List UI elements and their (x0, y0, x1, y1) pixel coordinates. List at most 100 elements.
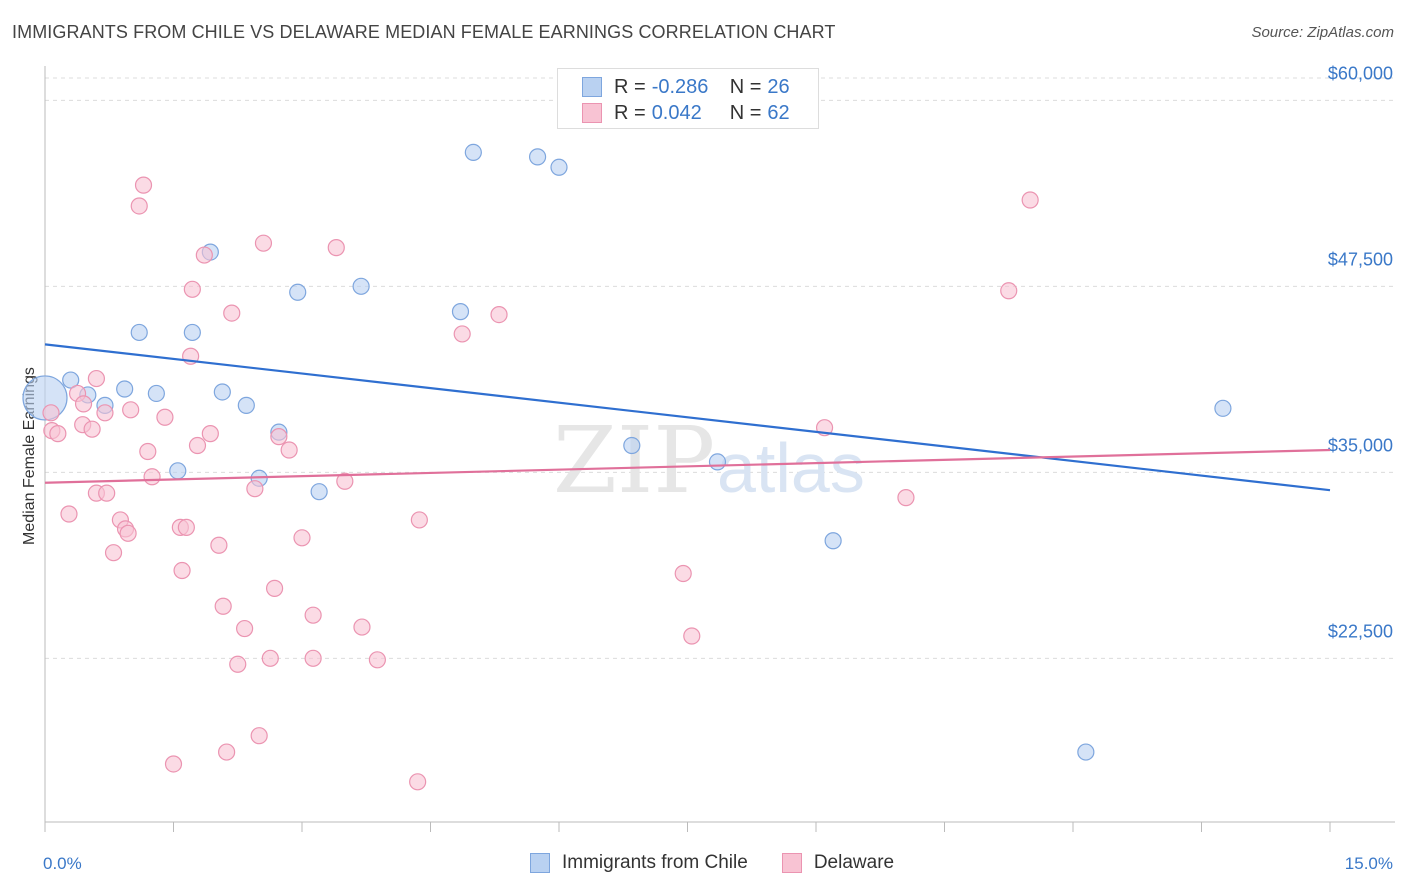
point-delaware (409, 773, 427, 791)
point-chile (147, 384, 165, 403)
point-delaware (336, 472, 354, 490)
point-delaware (83, 420, 101, 438)
point-chile (130, 323, 148, 342)
legend-swatch-chile (582, 77, 602, 97)
point-delaware (188, 436, 207, 455)
legend-n-label: N = (729, 75, 762, 98)
point-chile (824, 532, 842, 550)
point-delaware (119, 524, 137, 542)
point-chile (1214, 399, 1232, 417)
point-chile (1077, 743, 1095, 761)
point-delaware (164, 755, 183, 773)
point-delaware (210, 536, 228, 554)
point-chile (464, 143, 482, 161)
point-delaware (453, 325, 471, 343)
point-delaware (177, 518, 195, 536)
y-tick-label: $22,500 (1328, 621, 1393, 641)
x-tick-label: 0.0% (43, 854, 82, 873)
point-delaware (270, 428, 288, 446)
point-delaware (674, 564, 692, 583)
point-delaware (87, 369, 106, 388)
point-delaware (98, 484, 116, 502)
data-points (22, 143, 1232, 791)
y-tick-label: $35,000 (1328, 435, 1393, 455)
point-delaware (49, 425, 67, 443)
point-chile (169, 462, 187, 480)
point-chile (116, 380, 134, 398)
trend-line-delaware (44, 448, 1331, 484)
point-delaware (236, 619, 254, 638)
legend-item-chile[interactable]: Immigrants from Chile (530, 852, 748, 874)
point-delaware (304, 649, 322, 667)
point-delaware (74, 395, 93, 413)
legend-swatch-delaware (781, 853, 802, 873)
correlation-legend: R = -0.286 N = 26 R = 0.042 N = 62 (557, 68, 819, 129)
legend-swatch-chile (530, 853, 550, 873)
point-delaware (353, 618, 371, 636)
point-delaware (183, 280, 201, 298)
legend-r-label: R = (614, 101, 646, 124)
point-chile (550, 158, 568, 176)
x-tick-label: 15.0% (1345, 854, 1393, 873)
point-delaware (304, 606, 322, 624)
point-delaware (897, 489, 915, 507)
trend-line-chile (44, 343, 1331, 492)
point-chile (528, 148, 547, 166)
point-delaware (250, 727, 268, 745)
point-chile (183, 323, 201, 342)
point-delaware (60, 505, 78, 523)
point-delaware (195, 246, 213, 264)
point-delaware (1021, 191, 1039, 209)
axis-ticks: $22,500 $35,000 $47,500 $60,000 0.0% 15.0% (43, 63, 1393, 873)
point-delaware (327, 239, 345, 257)
legend-n-value-delaware: 62 (767, 101, 790, 124)
legend-r-label: R = (614, 75, 646, 98)
point-delaware (122, 401, 140, 419)
point-delaware (139, 442, 157, 461)
legend-item-delaware[interactable]: Delaware (781, 852, 895, 874)
legend-n-label: N = (729, 101, 762, 124)
legend-row-delaware: R = 0.042 N = 62 (582, 100, 790, 126)
point-delaware (254, 234, 273, 252)
point-chile (213, 383, 231, 401)
point-delaware (246, 480, 264, 498)
point-delaware (368, 651, 386, 669)
point-delaware (104, 544, 123, 562)
point-delaware (280, 441, 298, 459)
point-chile (352, 277, 370, 295)
point-delaware (214, 597, 232, 615)
watermark: ZIP atlas (553, 407, 865, 514)
point-delaware (293, 529, 311, 547)
point-delaware (410, 511, 428, 529)
series-legend: Immigrants from Chile Delaware (530, 852, 928, 874)
point-chile (451, 303, 470, 321)
y-tick-label: $60,000 (1328, 63, 1393, 83)
point-delaware (130, 197, 148, 215)
point-delaware (229, 655, 247, 673)
legend-r-value-delaware: 0.042 (651, 101, 702, 124)
point-delaware (683, 627, 701, 645)
point-chile (62, 371, 80, 389)
legend-row-chile: R = -0.286 N = 26 (582, 74, 790, 100)
axes (44, 66, 1395, 832)
chart-title: IMMIGRANTS FROM CHILE VS DELAWARE MEDIAN… (12, 22, 836, 42)
point-chile (237, 396, 255, 414)
legend-label-delaware: Delaware (813, 852, 895, 873)
point-chile (310, 483, 328, 501)
legend-n-value-chile: 26 (767, 75, 790, 98)
point-delaware (156, 408, 174, 426)
legend-label-chile: Immigrants from Chile (562, 852, 748, 873)
point-chile (708, 453, 727, 471)
point-delaware (96, 404, 114, 422)
watermark-zip: ZIP (553, 407, 715, 514)
point-delaware (218, 743, 236, 761)
point-delaware (490, 305, 508, 324)
y-tick-label: $47,500 (1328, 249, 1393, 269)
legend-r-value-chile: -0.286 (651, 75, 709, 98)
point-delaware (173, 561, 191, 580)
watermark-atlas: atlas (717, 429, 865, 507)
source-credit: Source: ZipAtlas.com (1251, 24, 1394, 41)
trend-lines (44, 343, 1331, 492)
point-delaware (201, 425, 219, 443)
